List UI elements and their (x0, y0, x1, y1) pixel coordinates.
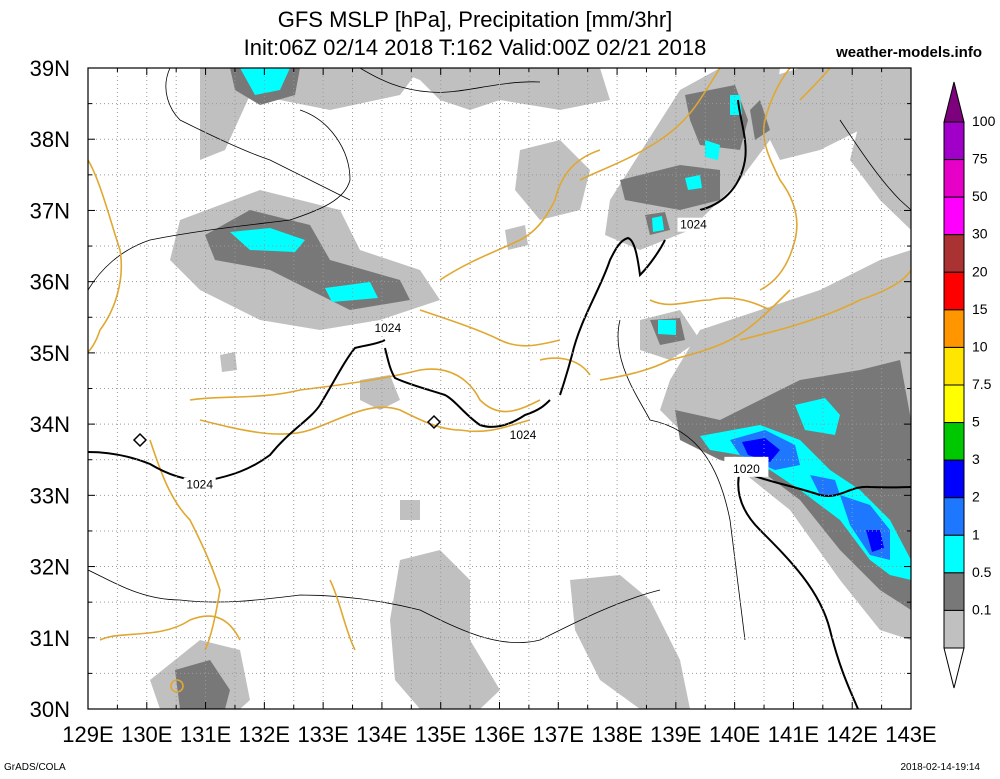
colorbar-segment (943, 609, 965, 649)
map-title-line2: Init:06Z 02/14 2018 T:162 Valid:00Z 02/2… (243, 35, 707, 60)
colorbar-segment (943, 572, 965, 611)
latitude-label: 35N (30, 341, 70, 366)
isobar-label-bg (507, 427, 540, 442)
precip-colorbar: 100 75 50 30 20 15 10 7.5 5 3 2 1 0.5 0.1 (943, 81, 996, 689)
longitude-label: 138E (591, 722, 642, 747)
longitude-label: 135E (415, 722, 466, 747)
isobar-label-bg (371, 320, 404, 335)
latitude-label: 32N (30, 555, 70, 580)
precipitation-layer (150, 68, 911, 709)
isobar-label: 1024 (510, 428, 537, 442)
graticule (88, 68, 911, 709)
colorbar-label: 0.5 (972, 564, 992, 580)
colorbar-label: 30 (972, 226, 988, 242)
latitude-label: 37N (30, 198, 70, 223)
isobar-label: 1020 (733, 462, 760, 476)
colorbar-segment (943, 497, 965, 536)
colorbar-label: 50 (972, 188, 988, 204)
latitude-label: 38N (30, 127, 70, 152)
longitude-label: 142E (827, 722, 878, 747)
latitude-label: 34N (30, 412, 70, 437)
longitude-label: 131E (180, 722, 231, 747)
isobar-labels: 1024 1024 1024 1024 1020 (183, 217, 769, 492)
longitude-label: 143E (885, 722, 936, 747)
colorbar-label: 5 (972, 414, 980, 430)
longitude-label: 134E (356, 722, 407, 747)
colorbar-segment (943, 309, 965, 348)
colorbar-label: 75 (972, 151, 988, 167)
colorbar-label: 2 (972, 489, 980, 505)
colorbar-bottom-arrow (943, 647, 965, 689)
colorbar-segment (943, 346, 965, 386)
longitude-label: 133E (297, 722, 348, 747)
longitude-label: 141E (768, 722, 819, 747)
colorbar-segment (943, 196, 965, 236)
colorbar-segment (943, 234, 965, 273)
colorbar-label: 1 (972, 526, 980, 542)
isobar-label: 1024 (680, 218, 707, 232)
boundary-layer (88, 68, 911, 644)
colorbar-segment (943, 384, 965, 424)
footer-credit: GrADS/COLA (4, 762, 66, 773)
isobar-label: 1024 (186, 478, 213, 492)
colorbar-label: 100 (972, 113, 996, 129)
latitude-label: 31N (30, 626, 70, 651)
colorbar-segment (943, 271, 965, 311)
colorbar-segment (943, 159, 965, 198)
colorbar-top-arrow (943, 81, 965, 123)
colorbar-segment (943, 459, 965, 499)
footer-timestamp: 2018-02-14-19:14 (900, 762, 980, 773)
colorbar-label: 20 (972, 263, 988, 279)
colorbar-label: 10 (972, 338, 988, 354)
longitude-label: 136E (474, 722, 525, 747)
longitude-label: 129E (62, 722, 113, 747)
longitude-labels: 129E 130E 131E 132E 133E 134E 135E 136E 137E 138E… (62, 722, 936, 747)
longitude-label: 139E (650, 722, 701, 747)
coastline-layer (88, 68, 911, 693)
colorbar-segment (943, 534, 965, 574)
isobar-label-bg (677, 217, 710, 232)
isobar-label: 1024 (374, 321, 401, 335)
longitude-label: 137E (533, 722, 584, 747)
isobar-label-bg (724, 456, 769, 477)
longitude-label: 140E (709, 722, 760, 747)
latitude-label: 36N (30, 270, 70, 295)
colorbar-label: 3 (972, 451, 980, 467)
latitude-label: 33N (30, 483, 70, 508)
latitude-labels: 39N 38N 37N 36N 35N 34N 33N 32N 31N 30N (30, 56, 70, 722)
longitude-label: 130E (121, 722, 172, 747)
latitude-label: 30N (30, 697, 70, 722)
latitude-label: 39N (30, 56, 70, 81)
isobar-layer (88, 99, 911, 709)
site-credit: weather-models.info (836, 44, 982, 61)
colorbar-segment (943, 121, 965, 161)
isobar-label-bg (183, 477, 216, 492)
axis-ticks (87, 67, 912, 710)
colorbar-label: 0.1 (972, 601, 992, 617)
longitude-label: 132E (239, 722, 290, 747)
map-title-line1: GFS MSLP [hPa], Precipitation [mm/3hr] (277, 7, 673, 32)
colorbar-segment (943, 422, 965, 461)
colorbar-label: 7.5 (972, 376, 992, 392)
colorbar-label: 15 (972, 301, 988, 317)
